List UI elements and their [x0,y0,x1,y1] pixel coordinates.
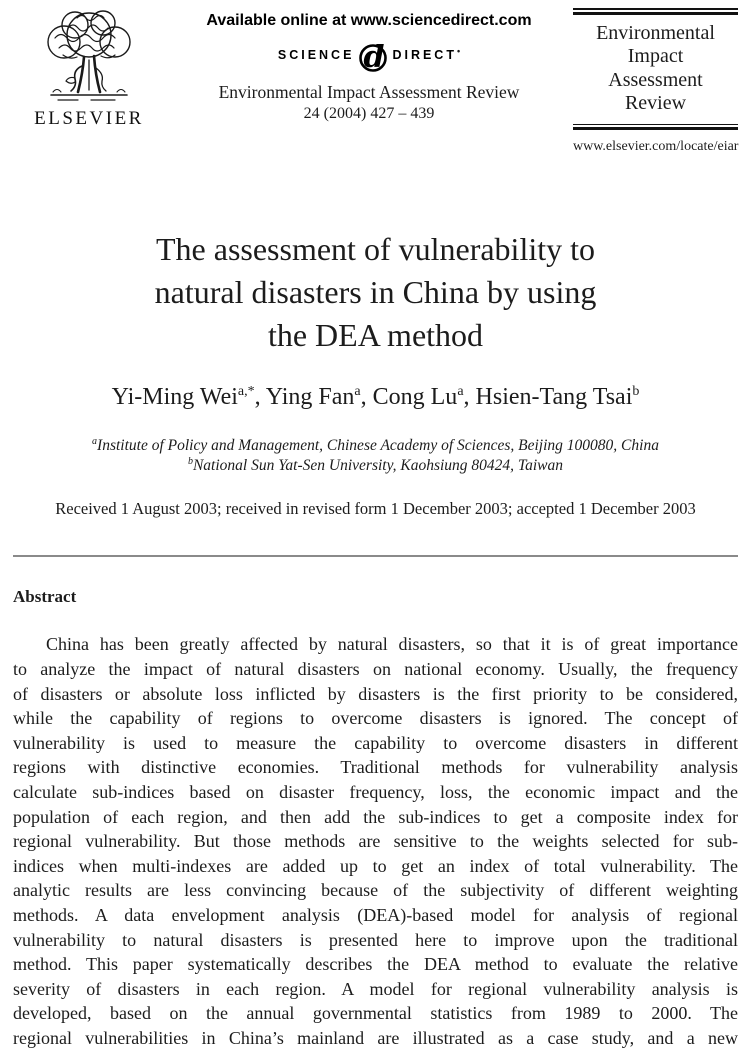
front-matter: The assessment of vulnerability to natura… [0,228,751,519]
author: Ying Fana, [266,384,373,410]
author-name: Hsien-Tang Tsai [475,384,633,411]
author-superscript: a,* [237,384,255,400]
article-title-line: The assessment of vulnerability to [155,231,595,268]
author-name: Ying Fan [265,384,355,411]
box-bottom-thin-rule [573,123,738,126]
abstract-line: method. This paper systematically descri… [13,954,738,975]
abstract-line: regional vulnerabilities in China’s main… [13,1027,738,1048]
affiliation-text: Institute of Policy and Management, Chin… [97,437,659,455]
author-separator: , [360,384,373,411]
masthead: ELSEVIER Available online at www.science… [0,0,751,155]
abstract-line: population of each region, and then add … [13,806,738,827]
box-top-thick-rule [573,11,738,15]
journal-title-box: Environmental Impact Assessment Review [573,8,738,131]
abstract-line: calculate sub-indices based on disaster … [13,781,738,802]
journal-citation: 24 (2004) 427 – 439 [303,105,435,122]
author: Hsien-Tang Tsaib [476,384,640,410]
publisher-name: ELSEVIER [34,108,144,129]
available-online-text: Available online at www.sciencedirect.co… [206,12,532,29]
abstract-heading: Abstract [13,587,77,607]
author-superscript: a [457,384,464,400]
abstract-line: methods. A data envelopment analysis (DE… [13,904,738,925]
author-superscript: a [354,384,361,400]
journal-url: www.elsevier.com/locate/eiar [573,139,739,155]
author-name: Yi-Ming Wei [111,384,238,411]
author-superscript: b [632,384,640,400]
abstract-line: analytic results are less convincing bec… [13,880,738,901]
trademark-dot-icon: • [456,46,461,56]
journal-box-line: Impact [627,45,684,68]
affiliation-superscript: b [187,456,193,468]
journal-box-line: Review [624,92,687,115]
abstract-paragraph: China has been greatly affected by natur… [13,632,738,1050]
section-divider [13,555,738,558]
elsevier-tree-icon [47,10,131,101]
abstract-line: developed, based on the annual governmen… [13,1003,738,1024]
author-separator: , [463,384,476,411]
abstract-line: indices when multi-indexes are added up … [13,855,738,876]
abstract-line: of disasters or absolute loss inflicted … [13,683,738,704]
masthead-center: Available online at www.sciencedirect.co… [165,8,573,155]
article-history: Received 1 August 2003; received in revi… [55,499,696,519]
sciencedirect-logo: SCIENCE d DIRECT • [165,36,573,74]
journal-box-title: Environmental Impact Assessment Review [573,15,738,124]
masthead-right: Environmental Impact Assessment Review www.… [573,8,738,155]
abstract-section: Abstract China has been greatly affected… [0,587,751,1050]
publisher-block: ELSEVIER [13,8,165,155]
journal-box-line: Environmental [596,21,715,44]
abstract-line: regions with distinctive economies. Trad… [13,757,738,778]
box-top-thin-rule [573,8,738,10]
box-bottom-thick-rule [573,127,738,131]
journal-name: Environmental Impact Assessment Review [218,82,520,102]
article-title: The assessment of vulnerability to natura… [13,228,738,357]
author-separator: , [254,384,266,411]
affiliation-superscript: a [92,436,98,448]
direct-text: DIRECT [392,48,457,62]
abstract-line: vulnerability to natural disasters is pr… [13,929,738,950]
abstract-line: vulnerability is used to measure the cap… [13,732,738,753]
abstract-line: while the capability of regions to overc… [13,708,738,729]
author: Cong Lua, [373,384,476,410]
article-title-line: natural disasters in China by using [154,274,597,311]
affiliation: bNational Sun Yat-Sen University, Kaohsi… [13,456,738,476]
article-title-line: the DEA method [267,317,484,354]
science-text: SCIENCE [277,48,355,62]
authors-line: Yi-Ming Weia,*, Ying Fana, Cong Lua, Hsi… [13,382,738,412]
abstract-line: to analyze the impact of natural disaste… [13,658,738,679]
svg-text:d: d [364,40,385,74]
author: Yi-Ming Weia,*, [112,384,266,410]
abstract-line: severity of disasters in each region. A … [13,978,738,999]
affiliation: aInstitute of Policy and Management, Chi… [13,436,738,456]
journal-box-line: Assessment [608,68,703,91]
abstract-line: China has been greatly affected by natur… [46,634,738,655]
sciencedirect-d-icon: d [359,40,388,74]
abstract-line: regional vulnerability. But those method… [13,831,738,852]
author-name: Cong Lu [372,384,458,411]
affiliation-text: National Sun Yat-Sen University, Kaohsiu… [192,457,564,475]
affiliations: aInstitute of Policy and Management, Chi… [13,436,738,476]
